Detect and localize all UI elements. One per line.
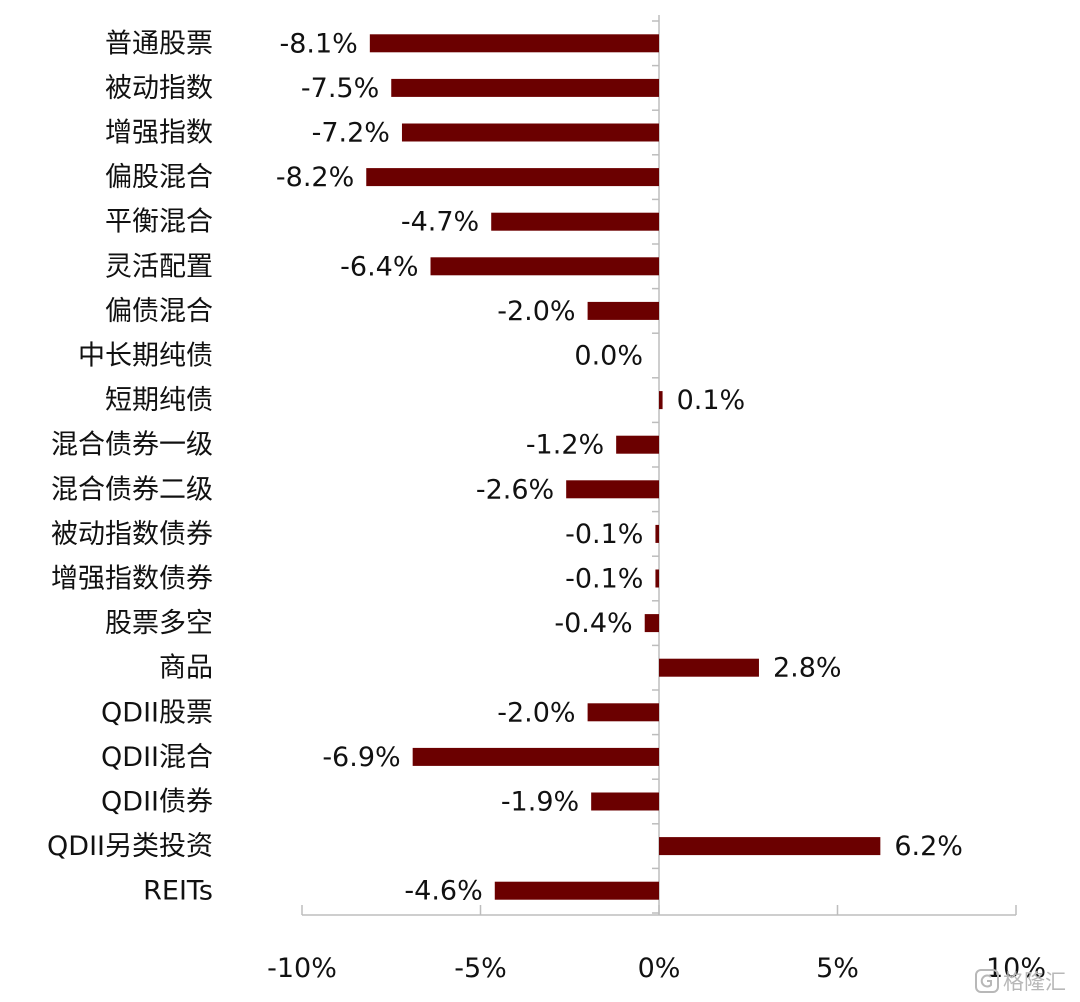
data-label: -0.1% <box>565 519 643 550</box>
data-label: -0.1% <box>565 564 643 595</box>
bar <box>655 569 659 588</box>
bar <box>616 435 659 454</box>
data-label: -0.4% <box>554 608 632 639</box>
x-tick-label: 0% <box>638 953 681 984</box>
data-label: 0.1% <box>677 385 746 416</box>
category-label: REITs <box>143 876 213 907</box>
watermark-text: 格隆汇 <box>1003 970 1066 994</box>
bar <box>391 78 659 97</box>
bar <box>491 212 659 231</box>
data-label: 2.8% <box>773 653 842 684</box>
data-label: -1.2% <box>526 430 604 461</box>
category-label: 灵活配置 <box>105 251 213 282</box>
x-tick-label: 10% <box>986 953 1046 984</box>
data-label: -8.1% <box>279 28 357 59</box>
category-label: QDII债券 <box>101 787 213 818</box>
axes <box>301 15 1017 916</box>
category-label: QDII另类投资 <box>47 831 213 862</box>
x-tick-label: -5% <box>454 953 507 984</box>
category-label: 增强指数债券 <box>51 564 213 595</box>
bars <box>366 34 881 900</box>
watermark: 格隆汇 <box>975 966 1066 996</box>
data-label: -2.0% <box>497 296 575 327</box>
data-label: -8.2% <box>276 162 354 193</box>
category-label: 普通股票 <box>105 28 213 59</box>
x-tick-label: 5% <box>816 953 859 984</box>
bar <box>587 301 659 320</box>
category-label: QDII混合 <box>101 742 213 773</box>
category-label: 被动指数债券 <box>51 519 213 550</box>
x-tick-label: -10% <box>267 953 337 984</box>
data-label: 6.2% <box>894 831 963 862</box>
bar <box>494 881 659 900</box>
x-tick-labels: -10% -5% 0% 5% 10% <box>267 953 1046 984</box>
data-label: -6.9% <box>322 742 400 773</box>
bar <box>412 747 659 766</box>
category-label: 增强指数 <box>105 118 213 149</box>
bar <box>659 837 881 856</box>
data-label: -2.0% <box>497 697 575 728</box>
bar <box>366 168 659 187</box>
category-label: QDII股票 <box>101 697 213 728</box>
bar <box>401 123 659 142</box>
bar <box>430 257 659 276</box>
category-label: 平衡混合 <box>105 207 213 238</box>
bar <box>369 34 659 53</box>
data-label: -4.6% <box>404 876 482 907</box>
bar <box>655 524 659 543</box>
bar <box>659 658 759 677</box>
category-label: 短期纯债 <box>105 385 213 416</box>
category-label: 被动指数 <box>105 73 213 104</box>
category-label: 偏债混合 <box>105 296 213 327</box>
category-label: 股票多空 <box>105 608 213 639</box>
bar <box>566 480 659 499</box>
data-label: -7.2% <box>312 118 390 149</box>
category-label: 混合债券二级 <box>51 474 213 505</box>
category-label: 商品 <box>159 653 213 684</box>
category-label: 混合债券一级 <box>51 430 213 461</box>
data-labels: -8.1% -7.5% -7.2% -8.2% -4.7% -6.4% -2.0% 0.0% 0… <box>276 28 963 906</box>
data-label: -6.4% <box>340 251 418 282</box>
data-label: -7.5% <box>301 73 379 104</box>
data-label: -2.6% <box>476 474 554 505</box>
category-labels: 普通股票被动指数增强指数偏股混合平衡混合灵活配置偏债混合中长期纯债短期纯债混合债… <box>47 28 213 906</box>
bar <box>591 792 659 811</box>
bar <box>659 391 663 410</box>
gelonghui-logo-icon <box>975 969 999 993</box>
category-label: 中长期纯债 <box>78 341 213 372</box>
bar <box>644 614 659 633</box>
data-label: -4.7% <box>401 207 479 238</box>
bar <box>587 703 659 722</box>
data-label: -1.9% <box>501 787 579 818</box>
data-label: 0.0% <box>574 341 643 372</box>
category-label: 偏股混合 <box>105 162 213 193</box>
